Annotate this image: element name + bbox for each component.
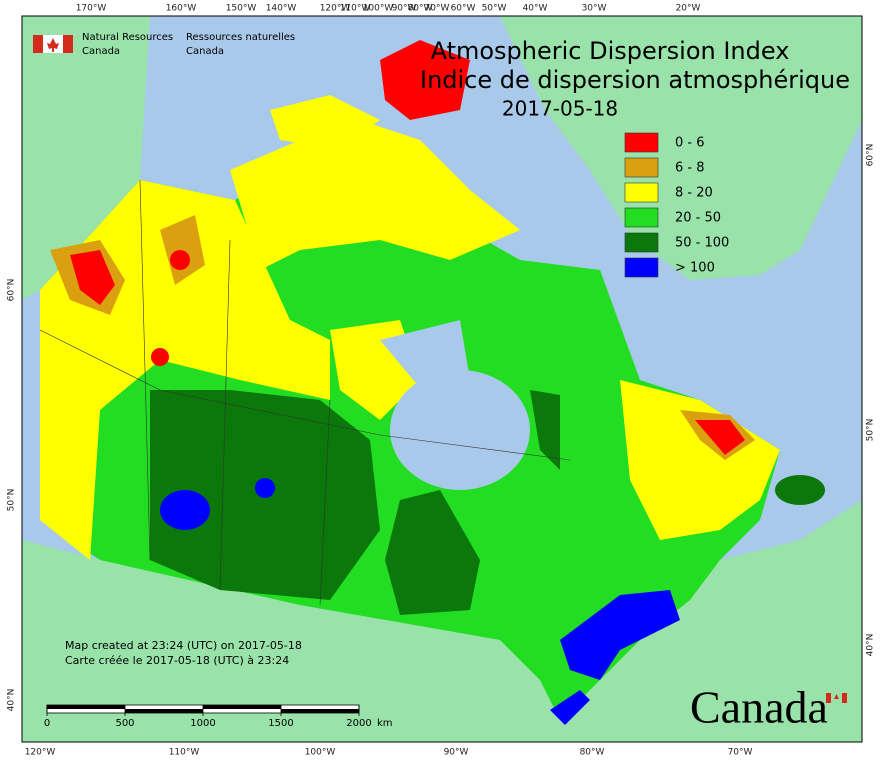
legend-label: 20 - 50 <box>675 211 721 226</box>
blue-alberta <box>160 490 210 530</box>
latitude-label: 60°N <box>7 279 17 302</box>
longitude-label: 100°W <box>363 4 394 14</box>
darkgreen-ontario <box>385 490 480 615</box>
longitude-label: 110°W <box>340 4 371 14</box>
red-ellesmere <box>380 40 470 120</box>
yellow-island <box>270 95 380 150</box>
legend-label: > 100 <box>675 261 715 276</box>
graticule-labels: 170°W 160°W 150°W 140°W 120°W110°W100°W90°W8… <box>7 4 876 758</box>
latitude-label: 50°N <box>866 419 876 442</box>
orange-nwt <box>160 215 205 285</box>
longitude-label: 150°W <box>226 4 257 14</box>
credit: Map created at 23:24 (UTC) on 2017-05-18 <box>65 639 302 652</box>
border-line <box>219 239 231 591</box>
credit: Carte créée le 2017-05-18 (UTC) à 23:24 <box>65 654 289 667</box>
hudson-bay <box>390 370 530 490</box>
red-labrador <box>695 420 745 455</box>
longitude-label: 40°W <box>523 4 548 14</box>
agency-fr: Canada <box>186 46 224 57</box>
legend: 0 - 6 6 - 8 8 - 20 20 - 50 50 - 100 > 100 <box>624 132 729 278</box>
flag-bar <box>63 35 73 53</box>
legend-label: 50 - 100 <box>675 236 729 251</box>
legend-label: 0 - 6 <box>675 136 705 151</box>
map-frame <box>21 15 863 743</box>
legend-label: 6 - 8 <box>675 161 705 176</box>
newfoundland <box>775 475 825 505</box>
yellow-arctic <box>230 120 520 270</box>
maple-leaf <box>834 694 839 699</box>
legend-swatch <box>624 182 659 203</box>
red-bc <box>151 348 169 366</box>
longitude-label: 120°W <box>320 4 351 14</box>
scale-label: 500 <box>115 718 134 729</box>
scale-label: 0 <box>44 718 50 729</box>
flag-bar <box>842 693 847 703</box>
legend-label: 8 - 20 <box>675 186 713 201</box>
united-states <box>22 500 862 742</box>
border-line <box>319 399 331 606</box>
legend-swatch <box>624 157 659 178</box>
longitude-label: 160°W <box>166 4 197 14</box>
longitude-label: 120°W <box>25 748 56 758</box>
longitude-label: 70°W <box>728 748 753 758</box>
longitude-label: 100°W <box>305 748 336 758</box>
scale-segment <box>203 705 281 709</box>
red-yukon <box>70 250 115 305</box>
scale-segment <box>125 709 203 713</box>
agency-fr: Ressources naturelles <box>186 32 295 43</box>
longitude-label: 60°W <box>451 4 476 14</box>
wordmark: Canada <box>690 682 828 733</box>
scale-unit: km <box>377 718 393 729</box>
longitude-label: 50°W <box>482 4 507 14</box>
longitude-label: 90°W <box>444 748 469 758</box>
map-subtitle: Indice de dispersion atmosphérique <box>420 66 850 94</box>
scale-segment <box>281 709 359 713</box>
latitude-label: 40°N <box>866 634 876 657</box>
scale-bar: 0 500 1000 1500 2000 km <box>44 704 393 729</box>
longitude-label: 80°W <box>408 4 433 14</box>
scale-label: 2000 <box>346 718 371 729</box>
canada-wordmark: Canada <box>690 682 847 733</box>
blue-sask <box>255 478 275 498</box>
scale-label: 1500 <box>268 718 293 729</box>
map-date: 2017-05-18 <box>502 97 618 121</box>
red-nwt <box>170 250 190 270</box>
longitude-label: 20°W <box>676 4 701 14</box>
scale-segment <box>47 705 125 709</box>
flag-bar <box>826 693 831 703</box>
longitude-label: 70°W <box>425 4 450 14</box>
hudson-bay-north <box>380 320 470 400</box>
maple-leaf <box>47 38 59 52</box>
legend-swatch <box>624 132 659 153</box>
latitude-label: 60°N <box>866 144 876 167</box>
alaska <box>22 16 150 300</box>
latitude-label: 40°N <box>7 689 17 712</box>
flag-bar <box>33 35 43 53</box>
longitude-label: 170°W <box>76 4 107 14</box>
darkgreen-quebec <box>530 390 560 470</box>
longitude-label: 140°W <box>266 4 297 14</box>
border-line <box>39 329 571 461</box>
yellow-labrador <box>620 380 780 540</box>
legend-swatch <box>624 207 659 228</box>
blue-southwest <box>550 690 590 725</box>
agency-en: Natural Resources <box>82 32 173 43</box>
legend-swatch <box>624 232 659 253</box>
legend-swatch <box>624 257 659 278</box>
scale-label: 1000 <box>190 718 215 729</box>
longitude-label: 110°W <box>169 748 200 758</box>
greenland <box>500 16 862 280</box>
latitude-label: 50°N <box>7 489 17 512</box>
map-title: Atmospheric Dispersion Index <box>431 37 790 65</box>
nrcan-logo: Natural Resources Canada Ressources natu… <box>33 32 295 57</box>
agency-en: Canada <box>82 46 120 57</box>
longitude-label: 80°W <box>580 748 605 758</box>
longitude-label: 30°W <box>582 4 607 14</box>
map-area <box>21 15 863 743</box>
longitude-label: 90°W <box>392 4 417 14</box>
blue-southern-ontario <box>560 590 680 680</box>
border-line <box>139 179 151 561</box>
